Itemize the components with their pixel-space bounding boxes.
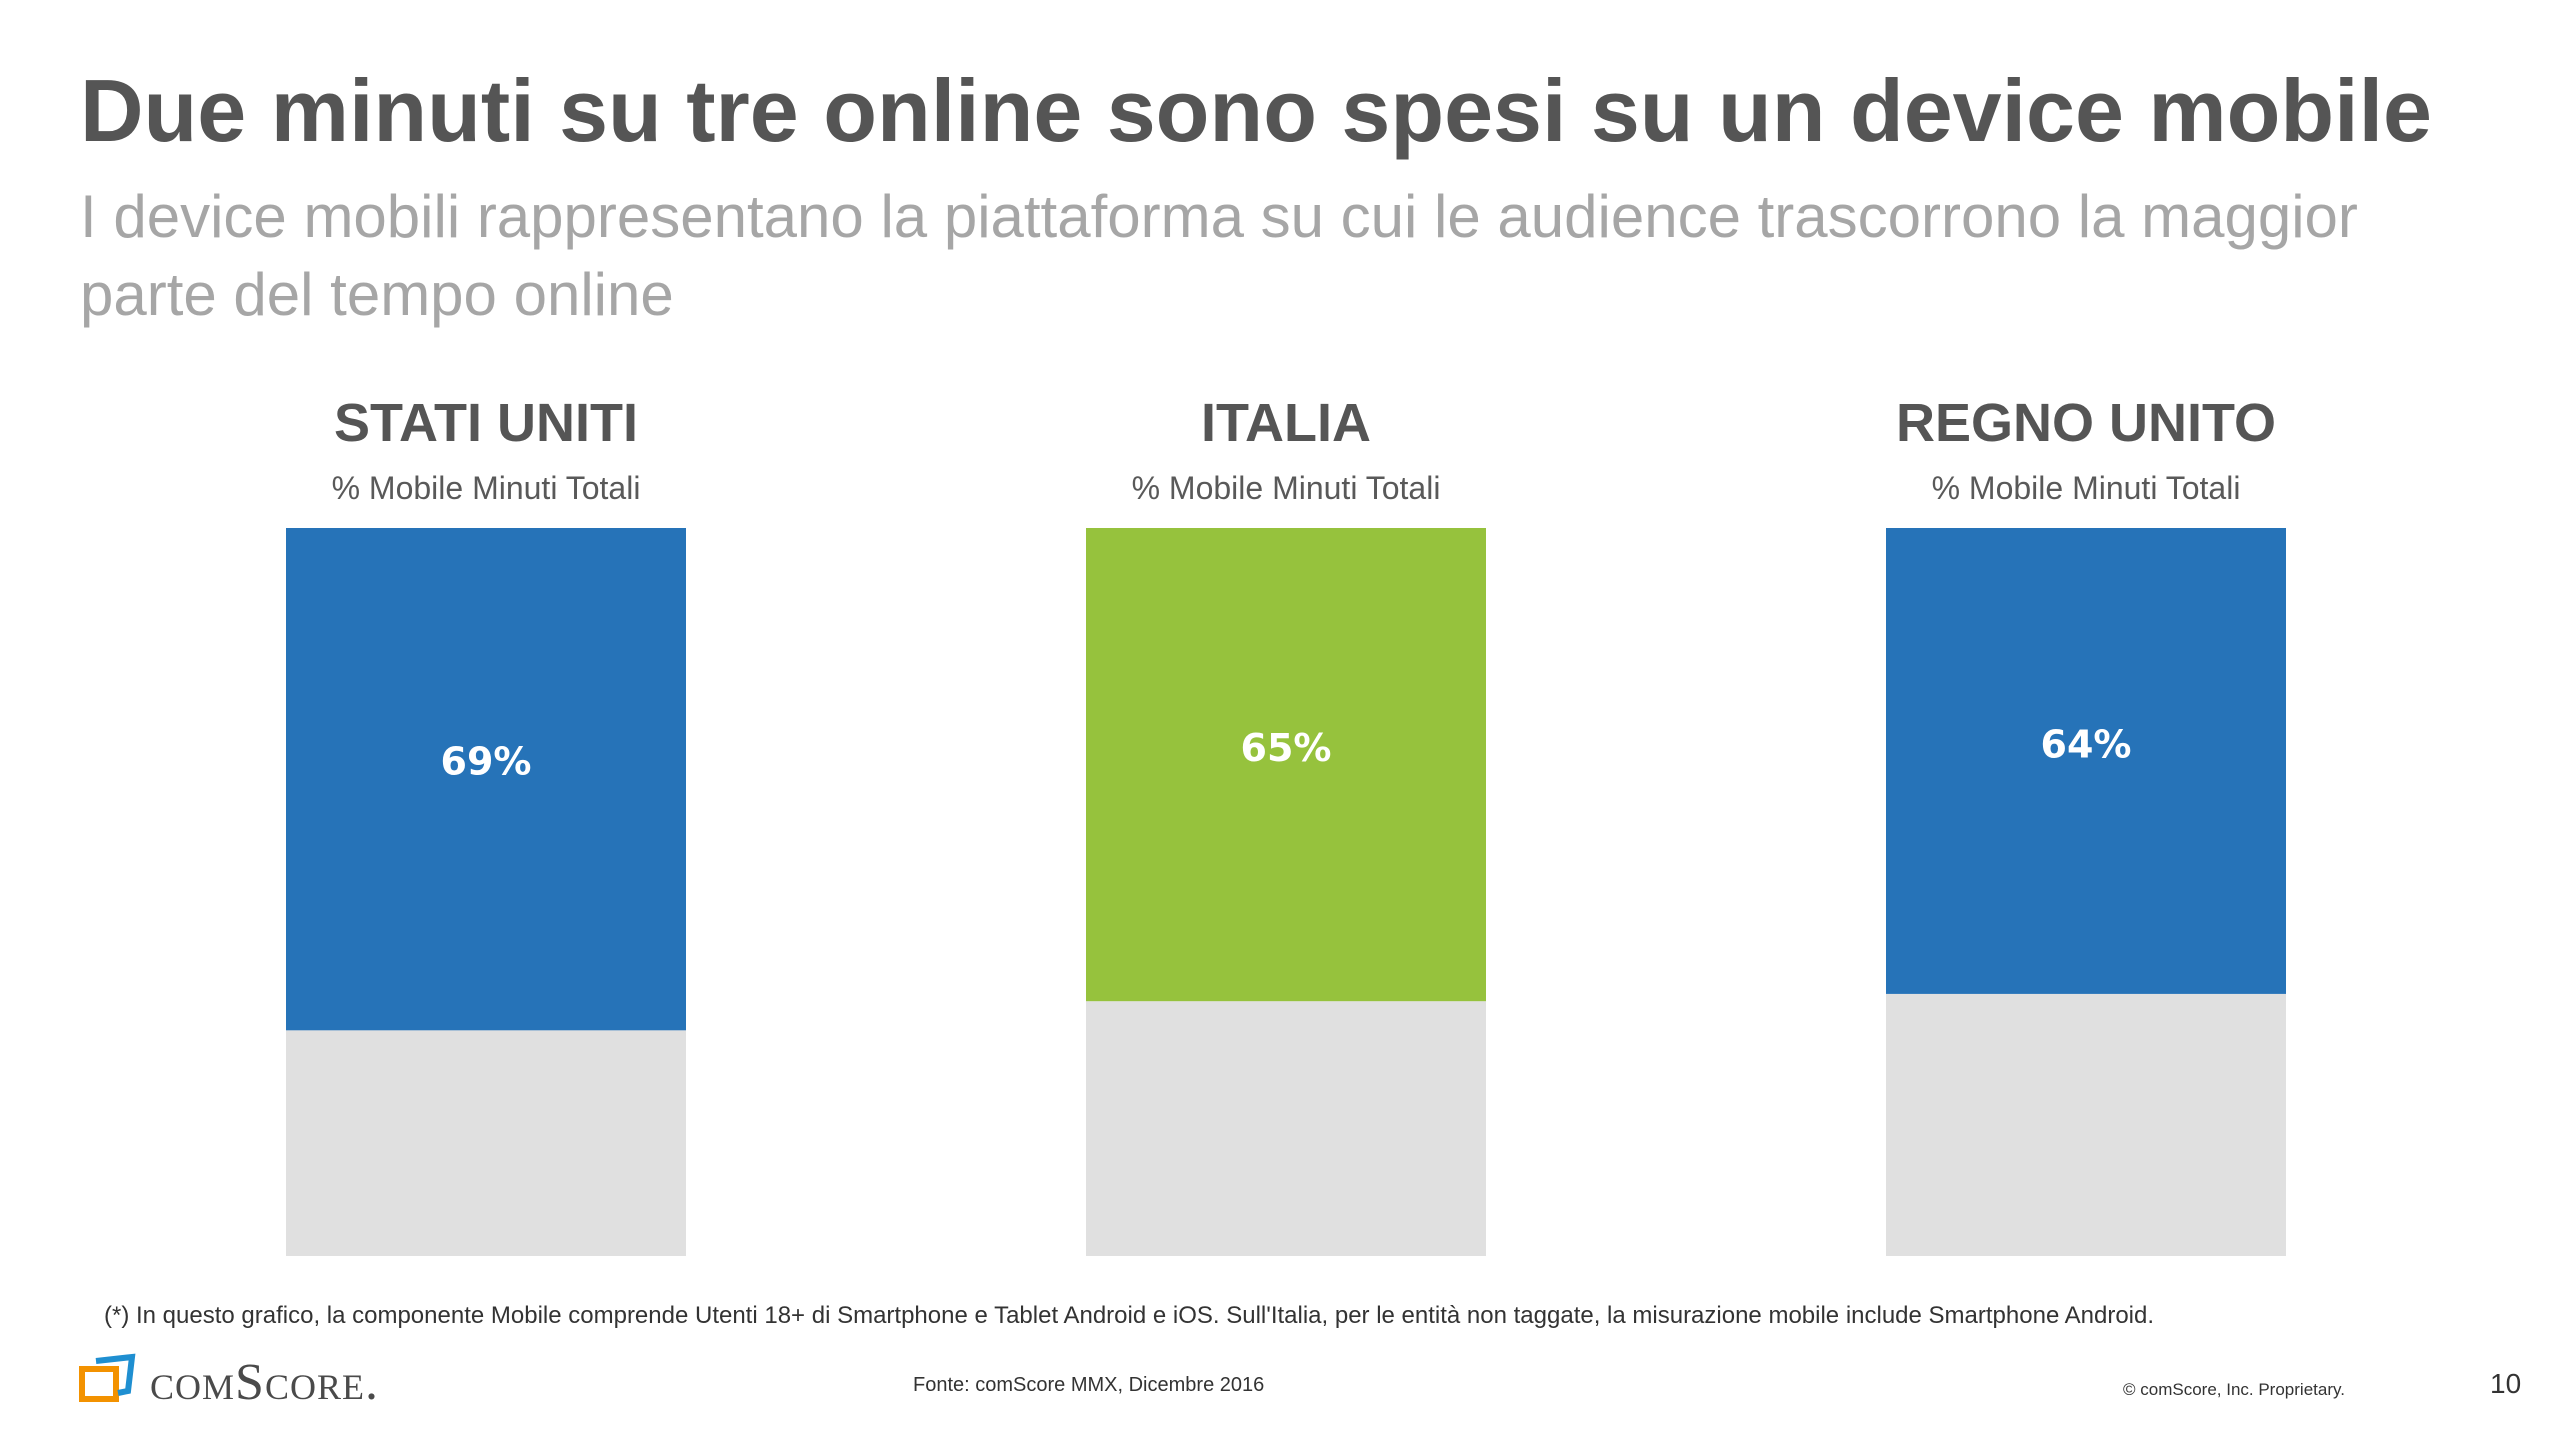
page-number: 10: [2490, 1368, 2522, 1399]
data-label-stati-uniti: 69%: [441, 740, 532, 784]
comscore-logo-text: comScore.: [150, 1353, 379, 1411]
bar-other-italia: [1086, 1001, 1486, 1256]
chart-subtitle-italia: % Mobile Minuti Totali: [1131, 470, 1441, 506]
chart-title-italia: ITALIA: [1201, 393, 1371, 453]
data-label-italia: 65%: [1241, 726, 1332, 770]
bar-other-regno-unito: [1886, 993, 2286, 1256]
source-note: Fonte: comScore MMX, Dicembre 2016: [913, 1374, 1265, 1396]
comscore-logo: comScore.: [78, 1352, 379, 1412]
chart-title-stati-uniti: STATI UNITI: [334, 393, 638, 453]
bar-mobile-italia: [1086, 528, 1486, 1002]
chart-subtitle-regno-unito: % Mobile Minuti Totali: [1931, 470, 2241, 506]
bar-mobile-stati-uniti: [286, 528, 686, 1031]
data-label-regno-unito: 64%: [2041, 722, 2132, 766]
bar-mobile-regno-unito: [1886, 528, 2286, 994]
comscore-logo-icon: [79, 1353, 136, 1402]
bar-other-stati-uniti: [286, 1030, 686, 1256]
chart-title-regno-unito: REGNO UNITO: [1895, 393, 2277, 453]
chart-subtitle-stati-uniti: % Mobile Minuti Totali: [331, 470, 641, 506]
copyright: © comScore, Inc. Proprietary.: [2123, 1380, 2345, 1399]
footnote: (*) In questo grafico, la componente Mob…: [104, 1302, 2155, 1329]
page-title: Due minuti su tre online sono spesi su u…: [80, 61, 2432, 160]
page-subtitle: I device mobili rappresentano la piattaf…: [80, 183, 2358, 328]
